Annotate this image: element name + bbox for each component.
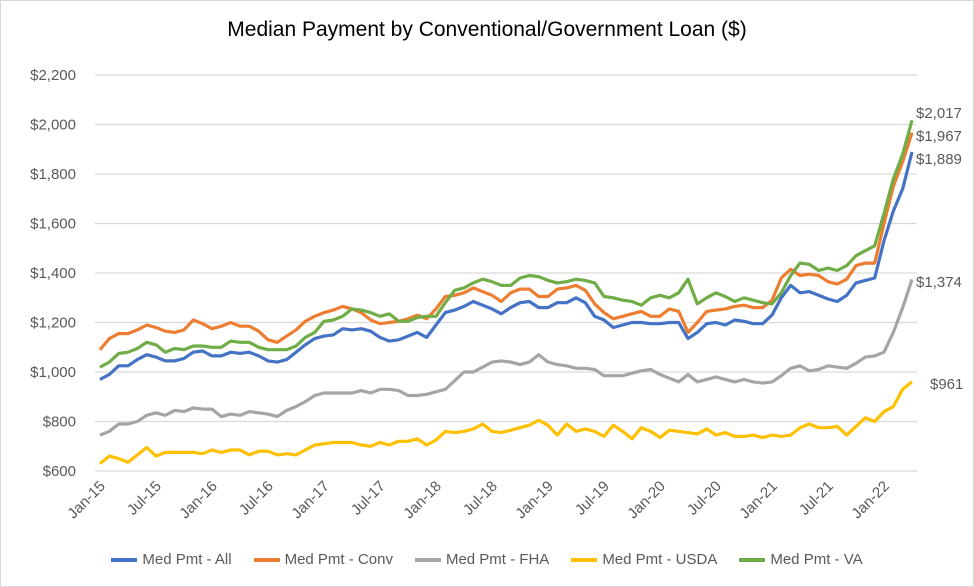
legend-label: Med Pmt - USDA [602, 551, 718, 568]
series-line-med-pmt-all [99, 151, 914, 381]
series-line-med-pmt-usda [98, 380, 914, 465]
x-tick-label: Jan-17 [288, 478, 332, 522]
x-tick-label: Jul-17 [348, 478, 389, 519]
legend-label: Med Pmt - VA [770, 551, 863, 568]
y-tick-label: $1,400 [30, 265, 76, 282]
x-tick-label: Jul-20 [684, 478, 725, 519]
x-tick-label: Jan-19 [512, 478, 556, 522]
x-tick-label: Jul-16 [236, 478, 277, 519]
x-tick-label: Jul-15 [124, 478, 165, 519]
series-line-med-pmt-conv [98, 132, 914, 351]
y-tick-label: $1,200 [30, 315, 76, 332]
data-label: $1,374 [916, 274, 962, 291]
legend-label: Med Pmt - FHA [445, 551, 550, 568]
series-line-med-pmt-fha [99, 278, 914, 437]
y-tick-label: $600 [43, 463, 76, 480]
x-tick-label: Jan-18 [400, 478, 444, 522]
x-tick-label: Jan-20 [624, 478, 668, 522]
legend-item: Med Pmt - USDA [571, 551, 717, 568]
x-tick-label: Jul-21 [796, 478, 837, 519]
legend-label: Med Pmt - All [142, 551, 232, 568]
data-label: $2,017 [916, 105, 962, 122]
data-label: $1,967 [916, 128, 962, 145]
y-tick-label: $800 [43, 414, 76, 431]
legend-item: Med Pmt - Conv [253, 551, 393, 568]
legend-swatch [111, 557, 138, 562]
y-tick-label: $1,800 [30, 166, 76, 183]
chart-title: Median Payment by Conventional/Governmen… [227, 18, 747, 41]
legend-swatch [571, 557, 598, 562]
legend: Med Pmt - All Med Pmt - Conv Med Pmt - FHA… [0, 551, 974, 568]
x-tick-label: Jul-18 [460, 478, 501, 519]
y-tick-label: $1,000 [30, 364, 76, 381]
x-tick-label: Jan-22 [848, 478, 892, 522]
x-tick-label: Jan-21 [736, 478, 780, 522]
y-tick-label: $1,600 [30, 216, 76, 233]
x-tick-label: Jul-19 [572, 478, 613, 519]
data-label: $961 [930, 376, 963, 393]
y-tick-label: $2,000 [30, 117, 76, 134]
y-tick-label: $2,200 [30, 67, 76, 84]
legend-swatch [253, 557, 280, 562]
legend-swatch [414, 557, 441, 562]
x-tick-label: Jan-16 [176, 478, 220, 522]
legend-item: Med Pmt - VA [739, 551, 863, 568]
legend-label: Med Pmt - Conv [284, 551, 393, 568]
legend-item: Med Pmt - All [111, 551, 232, 568]
x-tick-label: Jan-15 [64, 478, 108, 522]
legend-swatch [739, 557, 766, 562]
data-label: $1,889 [916, 151, 962, 168]
series-line-med-pmt-va [99, 119, 914, 369]
legend-item: Med Pmt - FHA [414, 551, 550, 568]
